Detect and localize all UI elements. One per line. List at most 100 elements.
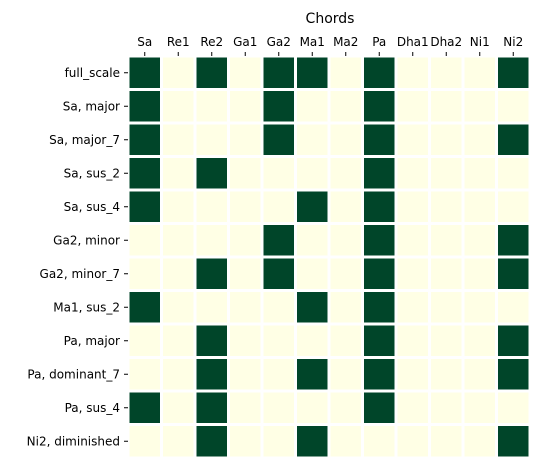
x-tick-label-ni2: Ni2: [503, 35, 523, 49]
y-tick-label-ni2-diminished: Ni2, diminished: [27, 434, 120, 448]
heatmap-cell-pa-major-pa: [361, 322, 398, 359]
heatmap-cell-pa-dominant-7-re1: [160, 356, 197, 393]
heatmap-cell-full-scale-dha2: [428, 54, 465, 91]
heatmap-cell-ga2-minor-ma1: [294, 222, 331, 259]
heatmap-cell-ma1-sus-2-re2: [193, 289, 230, 326]
heatmap-cell-ni2-diminished-ga2: [260, 423, 297, 460]
x-tick-label-ni1: Ni1: [470, 35, 490, 49]
x-tick-label-pa: Pa: [372, 35, 386, 49]
heatmap-cell-sa-sus-2-ma2: [327, 155, 364, 192]
heatmap-cell-sa-major-7-ga2: [260, 121, 297, 158]
heatmap-cell-pa-sus-4-ma1: [294, 389, 331, 426]
heatmap-cell-sa-major-7-dha2: [428, 121, 465, 158]
heatmap-cell-ga2-minor-7-pa: [361, 255, 398, 292]
heatmap-cell-sa-major-7-ma1: [294, 121, 331, 158]
heatmap-cell-full-scale-ni1: [461, 54, 498, 91]
y-tick-label-pa-sus-4: Pa, sus_4: [65, 401, 120, 415]
heatmap-cell-sa-sus-2-ga1: [227, 155, 264, 192]
heatmap-cell-full-scale-dha1: [394, 54, 431, 91]
heatmap-cell-sa-major-re2: [193, 88, 230, 125]
heatmap-cell-sa-major-dha1: [394, 88, 431, 125]
y-tick-label-full-scale: full_scale: [65, 66, 120, 80]
heatmap-cell-ni2-diminished-pa: [361, 423, 398, 460]
heatmap-cell-ga2-minor-ga1: [227, 222, 264, 259]
heatmap-cell-ma1-sus-2-re1: [160, 289, 197, 326]
heatmap-cell-full-scale-ni2: [495, 54, 532, 91]
heatmap-cell-full-scale-pa: [361, 54, 398, 91]
heatmap-cell-sa-sus-2-dha2: [428, 155, 465, 192]
heatmap-cells: [126, 54, 532, 460]
heatmap-cell-ni2-diminished-sa: [126, 423, 163, 460]
heatmap-cell-pa-sus-4-ga1: [227, 389, 264, 426]
heatmap-cell-sa-major-ma2: [327, 88, 364, 125]
chart-title: Chords: [306, 11, 355, 27]
heatmap-cell-ma1-sus-2-sa: [126, 289, 163, 326]
heatmap-cell-sa-sus-4-ni2: [495, 188, 532, 225]
heatmap-cell-pa-dominant-7-dha2: [428, 356, 465, 393]
x-tick-label-sa: Sa: [137, 35, 152, 49]
x-axis-ticks: Sa Re1 Re2 Ga1 Ga2 Ma1 Ma2 Pa Dha1 Dha2 Ni1 Ni2: [137, 35, 523, 56]
heatmap-cell-sa-major-7-ga1: [227, 121, 264, 158]
heatmap-cell-pa-major-dha1: [394, 322, 431, 359]
heatmap-cell-pa-sus-4-re1: [160, 389, 197, 426]
heatmap-cell-sa-major-7-ma2: [327, 121, 364, 158]
heatmap-cell-sa-major-7-re1: [160, 121, 197, 158]
heatmap-cell-pa-major-re1: [160, 322, 197, 359]
heatmap-cell-sa-major-7-re2: [193, 121, 230, 158]
heatmap-cell-sa-major-ni1: [461, 88, 498, 125]
heatmap-cell-pa-dominant-7-ma1: [294, 356, 331, 393]
y-tick-label-sa-sus-4: Sa, sus_4: [64, 200, 120, 214]
y-tick-label-pa-dominant-7: Pa, dominant_7: [27, 367, 120, 381]
heatmap-cell-full-scale-ga1: [227, 54, 264, 91]
heatmap-cell-sa-major-7-dha1: [394, 121, 431, 158]
heatmap-cell-pa-major-ni1: [461, 322, 498, 359]
heatmap-cell-ga2-minor-ni2: [495, 222, 532, 259]
y-tick-label-ga2-minor: Ga2, minor: [53, 233, 120, 247]
heatmap-cell-sa-major-ga1: [227, 88, 264, 125]
x-tick-label-dha1: Dha1: [397, 35, 429, 49]
heatmap-cell-ga2-minor-7-ga2: [260, 255, 297, 292]
heatmap-cell-sa-sus-2-ma1: [294, 155, 331, 192]
heatmap-cell-sa-major-dha2: [428, 88, 465, 125]
heatmap-cell-pa-major-ni2: [495, 322, 532, 359]
heatmap-cell-sa-sus-4-ga2: [260, 188, 297, 225]
heatmap-cell-sa-sus-4-dha2: [428, 188, 465, 225]
heatmap-cell-sa-major-re1: [160, 88, 197, 125]
heatmap-cell-sa-sus-2-ni1: [461, 155, 498, 192]
heatmap-cell-ni2-diminished-ga1: [227, 423, 264, 460]
heatmap-cell-pa-dominant-7-sa: [126, 356, 163, 393]
heatmap-cell-pa-sus-4-sa: [126, 389, 163, 426]
heatmap-cell-ma1-sus-2-ma2: [327, 289, 364, 326]
heatmap-cell-ni2-diminished-re2: [193, 423, 230, 460]
heatmap-cell-ni2-diminished-ni2: [495, 423, 532, 460]
heatmap-cell-sa-sus-4-re1: [160, 188, 197, 225]
heatmap-cell-pa-dominant-7-ni1: [461, 356, 498, 393]
heatmap-cell-ga2-minor-ga2: [260, 222, 297, 259]
y-tick-label-pa-major: Pa, major: [64, 334, 120, 348]
heatmap-cell-ga2-minor-7-re2: [193, 255, 230, 292]
y-tick-label-sa-major-7: Sa, major_7: [49, 133, 120, 147]
heatmap-cell-pa-major-ma2: [327, 322, 364, 359]
heatmap-cell-ma1-sus-2-ni1: [461, 289, 498, 326]
heatmap-cell-sa-sus-4-re2: [193, 188, 230, 225]
heatmap-cell-pa-dominant-7-ma2: [327, 356, 364, 393]
heatmap-cell-sa-major-pa: [361, 88, 398, 125]
heatmap-cell-pa-dominant-7-ga2: [260, 356, 297, 393]
heatmap-cell-ga2-minor-re2: [193, 222, 230, 259]
heatmap-cell-pa-major-sa: [126, 322, 163, 359]
y-tick-label-sa-major: Sa, major: [63, 99, 120, 113]
heatmap-cell-sa-sus-2-ni2: [495, 155, 532, 192]
heatmap-cell-pa-sus-4-ni1: [461, 389, 498, 426]
heatmap-cell-sa-sus-2-dha1: [394, 155, 431, 192]
heatmap-cell-pa-major-re2: [193, 322, 230, 359]
heatmap-cell-sa-sus-2-ga2: [260, 155, 297, 192]
heatmap-cell-ga2-minor-ma2: [327, 222, 364, 259]
x-tick-label-ma2: Ma2: [333, 35, 358, 49]
heatmap-cell-ma1-sus-2-pa: [361, 289, 398, 326]
heatmap-cell-sa-major-7-ni1: [461, 121, 498, 158]
heatmap-cell-ma1-sus-2-dha2: [428, 289, 465, 326]
heatmap-cell-sa-sus-4-ni1: [461, 188, 498, 225]
heatmap-cell-pa-sus-4-re2: [193, 389, 230, 426]
heatmap-cell-full-scale-ma2: [327, 54, 364, 91]
